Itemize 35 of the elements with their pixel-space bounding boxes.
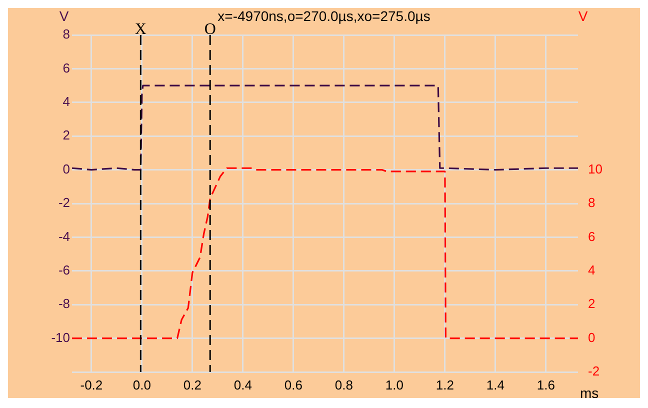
ref-line-label: O <box>204 21 216 38</box>
x-tick-label: 0.4 <box>234 377 252 392</box>
y-tick-label: 0 <box>62 161 70 176</box>
line-series <box>72 167 578 340</box>
ref-line-label: X <box>134 21 147 38</box>
x-axis-title: ms <box>580 385 599 401</box>
y2-tick-label: 6 <box>588 228 596 244</box>
x-tick-label: 0.2 <box>183 377 202 392</box>
y2-tick-label: 8 <box>588 195 596 210</box>
x-tick-label: 0.0 <box>132 377 151 392</box>
y-tick-label: 4 <box>62 94 70 109</box>
y2-axis-title: V <box>578 8 588 24</box>
y-tick-label: -6 <box>58 262 70 278</box>
y-tick-label: -4 <box>58 228 70 244</box>
y-tick-label: 8 <box>62 26 70 42</box>
y2-tick-label: 0 <box>588 330 596 345</box>
y-tick-label: 6 <box>62 60 70 76</box>
chart-title: x=-4970ns,o=270.0µs,xo=275.0µs <box>218 8 430 24</box>
y-tick-label: -8 <box>58 296 70 312</box>
x-tick-label: 0.8 <box>334 377 353 392</box>
y2-tick-label: 4 <box>588 262 596 278</box>
line-series <box>72 84 578 171</box>
x-tick-label: 1.4 <box>486 377 504 392</box>
y-axis-title: V <box>59 8 70 24</box>
y-tick-label: 2 <box>62 128 70 143</box>
x-tick-label: 1.2 <box>436 377 454 392</box>
x-tick-label: 0.6 <box>284 377 302 392</box>
y2-tick-label: 10 <box>588 161 602 176</box>
y2-tick-label: -2 <box>588 364 600 379</box>
x-tick-label: 1.6 <box>536 377 555 392</box>
x-tick-label: -0.2 <box>80 377 103 392</box>
x-tick-label: 1.0 <box>385 377 404 392</box>
y2-tick-label: 2 <box>588 296 596 312</box>
y-tick-label: -2 <box>58 195 70 210</box>
y-tick-label: -10 <box>51 330 70 345</box>
